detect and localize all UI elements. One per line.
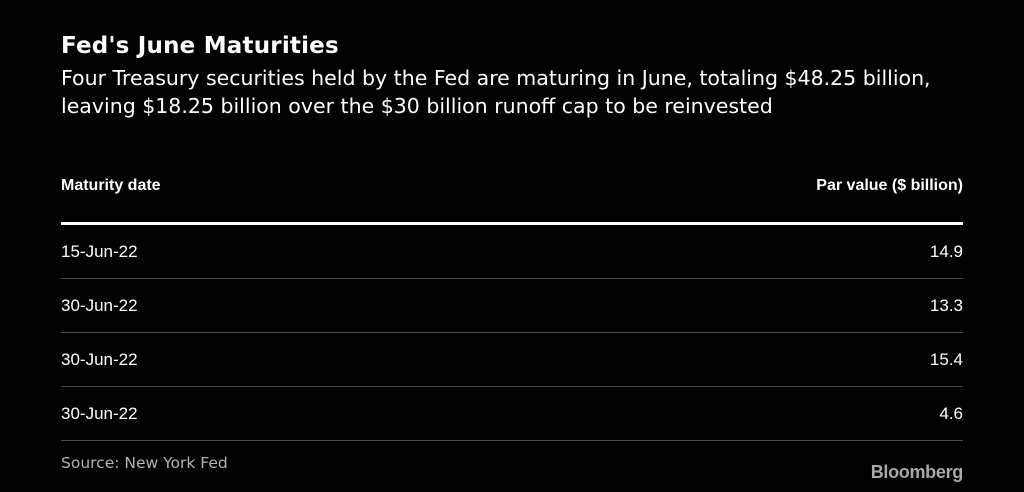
column-header-maturity-date: Maturity date — [61, 172, 426, 225]
chart-title: Fed's June Maturities — [61, 33, 339, 59]
maturities-table: Maturity date Par value ($ billion) 15-J… — [61, 172, 963, 441]
table-row: 30-Jun-22 13.3 — [61, 278, 963, 333]
chart-card: Fed's June Maturities Four Treasury secu… — [61, 30, 963, 486]
par-value-cell: 13.3 — [425, 278, 963, 333]
maturity-date-cell: 30-Jun-22 — [61, 332, 426, 387]
maturity-date-cell: 30-Jun-22 — [61, 386, 426, 441]
maturity-date-cell: 30-Jun-22 — [61, 278, 426, 333]
par-value-cell: 14.9 — [425, 223, 963, 279]
par-value-cell: 15.4 — [425, 332, 963, 387]
maturity-date-cell: 15-Jun-22 — [61, 223, 426, 279]
column-header-par-value: Par value ($ billion) — [425, 172, 963, 225]
bloomberg-logo: Bloomberg — [870, 462, 964, 482]
source-note: Source: New York Fed — [61, 454, 228, 472]
par-value-cell: 4.6 — [425, 386, 963, 441]
table-row: 30-Jun-22 15.4 — [61, 332, 963, 387]
table-row: 30-Jun-22 4.6 — [61, 386, 963, 441]
table-header-row: Maturity date Par value ($ billion) — [61, 172, 963, 225]
table-row: 15-Jun-22 14.9 — [61, 223, 963, 279]
chart-subtitle: Four Treasury securities held by the Fed… — [61, 66, 931, 118]
